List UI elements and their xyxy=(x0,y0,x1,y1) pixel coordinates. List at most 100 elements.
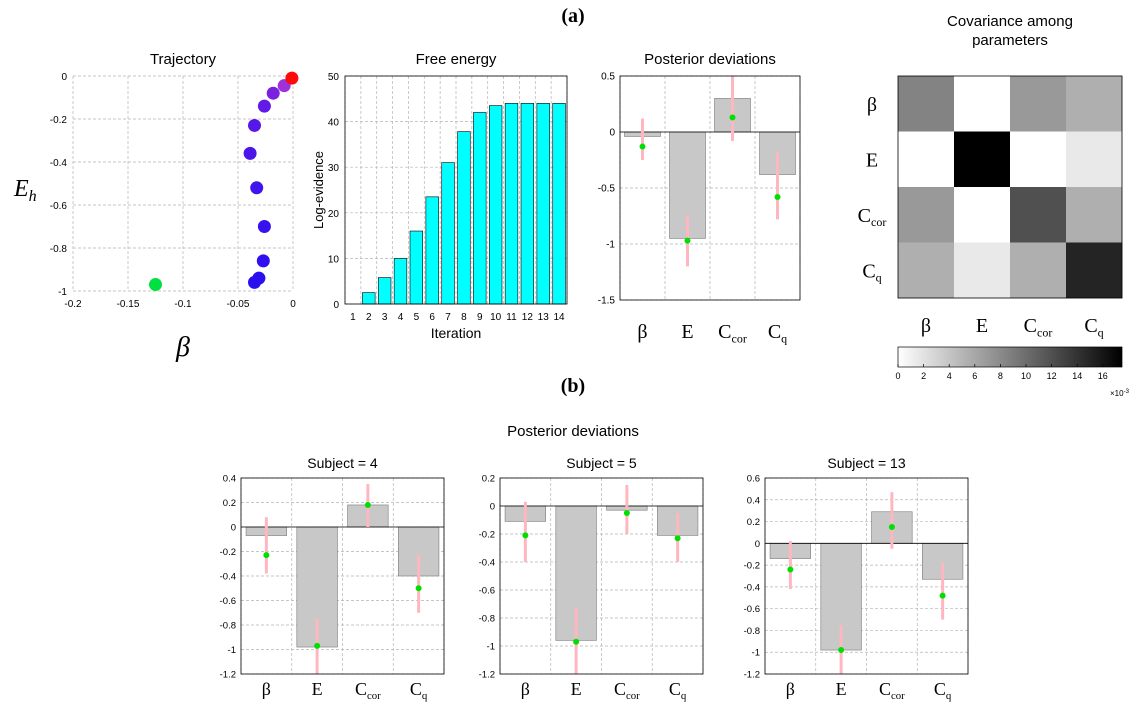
plot-frame xyxy=(499,477,704,675)
estimate-point xyxy=(573,638,580,645)
heatmap-cell xyxy=(1010,76,1067,132)
param-label: Ccor xyxy=(1024,315,1053,339)
chart-title: Subject = 4 xyxy=(307,455,378,471)
x-tick-label: -0.1 xyxy=(174,299,192,310)
energy-bar xyxy=(504,103,519,305)
y-tick-label: -1.2 xyxy=(744,670,760,681)
x-tick-label: 0 xyxy=(290,299,296,310)
y-tick-label: 0 xyxy=(231,523,236,534)
trajectory-point xyxy=(252,271,266,285)
colorbar-tick-label: 6 xyxy=(972,371,977,381)
y-tick-label: -0.5 xyxy=(598,184,616,195)
y-tick-label: -0.4 xyxy=(50,158,68,169)
y-tick-label: -0.8 xyxy=(50,244,68,255)
param-label: β xyxy=(867,94,877,116)
energy-bar xyxy=(488,105,503,305)
param-label: E xyxy=(681,321,693,343)
y-tick-label: 0.2 xyxy=(482,474,495,485)
estimate-point xyxy=(774,193,781,200)
y-tick-label: -0.2 xyxy=(744,561,760,572)
y-tick-label: 40 xyxy=(328,118,340,129)
trajectory-point xyxy=(256,254,270,268)
y-tick-label: 0.2 xyxy=(223,498,236,509)
plot-frame xyxy=(764,477,969,675)
estimate-point xyxy=(263,552,270,559)
x-tick-label: 4 xyxy=(398,312,404,323)
param-label: Cq xyxy=(410,679,428,702)
y-tick-label: 0.2 xyxy=(747,517,760,528)
plot-frame xyxy=(344,75,568,305)
heatmap-cell xyxy=(954,242,1011,299)
trajectory-point xyxy=(257,99,271,113)
colorbar xyxy=(897,346,1123,368)
estimate-point xyxy=(364,501,371,508)
estimate-point xyxy=(787,566,794,573)
x-axis-label: Iteration xyxy=(431,325,482,341)
y-tick-label: -1 xyxy=(228,645,236,656)
y-tick-label: 30 xyxy=(328,163,340,174)
x-tick-label: 14 xyxy=(554,312,566,323)
trajectory-point xyxy=(248,118,261,132)
colorbar-tick-label: 14 xyxy=(1072,371,1082,381)
chart-title: Subject = 13 xyxy=(827,455,905,471)
x-tick-label: 13 xyxy=(538,312,550,323)
y-tick-label: -0.4 xyxy=(744,582,760,593)
x-tick-label: 8 xyxy=(461,312,467,323)
energy-bar xyxy=(362,292,376,305)
y-tick-label: -1.2 xyxy=(220,670,236,681)
chart-title: Subject = 5 xyxy=(566,455,637,471)
energy-bar xyxy=(409,230,423,305)
colorbar-exponent: -3 xyxy=(1124,389,1130,395)
y-tick-label: 50 xyxy=(328,72,340,83)
y-tick-label: -0.8 xyxy=(220,621,236,632)
y-tick-label: -0.6 xyxy=(220,596,236,607)
chart-title: Posterior deviations xyxy=(644,51,776,68)
heatmap-frame xyxy=(897,75,1123,299)
y-tick-label: -0.4 xyxy=(220,572,236,583)
heatmap-cell xyxy=(898,76,955,132)
param-subscript: cor xyxy=(871,215,886,229)
energy-bar xyxy=(441,162,455,305)
trajectory-point xyxy=(266,86,280,100)
x-tick-label: -0.05 xyxy=(227,299,250,310)
y-tick-label: -1 xyxy=(58,287,67,298)
y-tick-label: -0.2 xyxy=(479,530,495,541)
chart-title: Free energy xyxy=(416,51,497,68)
colorbar-tick-label: 0 xyxy=(895,371,900,381)
y-tick-label: -0.4 xyxy=(479,558,495,569)
param-label: Cq xyxy=(768,321,787,345)
param-label: Ccor xyxy=(614,679,640,702)
colorbar-multiplier: ×10-3 xyxy=(1110,389,1130,398)
x-tick-label: 5 xyxy=(414,312,420,323)
estimate-point xyxy=(623,510,630,516)
x-tick-label: 2 xyxy=(366,312,372,323)
x-axis-label: β xyxy=(175,332,190,363)
param-subscript: q xyxy=(781,331,787,345)
trajectory-point xyxy=(149,278,162,292)
heatmap-cell xyxy=(898,187,955,243)
chart-title-line: Covariance among xyxy=(947,13,1073,30)
heatmap-cell xyxy=(1010,242,1067,299)
heatmap-cell xyxy=(954,187,1011,243)
param-subscript: q xyxy=(946,690,952,702)
heatmap-cell xyxy=(1010,187,1067,243)
x-tick-label: 1 xyxy=(350,312,356,323)
energy-bar xyxy=(425,196,439,305)
param-label: Cq xyxy=(934,679,952,702)
param-subscript: q xyxy=(876,271,882,285)
energy-bar xyxy=(473,112,487,305)
param-label: E xyxy=(976,315,988,337)
x-tick-label: -0.2 xyxy=(64,299,82,310)
y-tick-label: -1 xyxy=(487,642,495,653)
x-tick-label: 12 xyxy=(522,312,534,323)
panel-label-a: (a) xyxy=(561,5,584,27)
estimate-point xyxy=(838,647,845,654)
subject-4-chart: 0.4 0.2 0 -0.2 -0.4 -0.6 -0.8 -1 -1.2 β E Ccor Cq Sub… xyxy=(220,455,445,702)
estimate-point xyxy=(888,524,895,530)
y-tick-label: -1 xyxy=(606,240,615,251)
param-subscript: cor xyxy=(626,690,640,702)
param-label: Ccor xyxy=(879,679,905,702)
energy-bar xyxy=(393,258,408,305)
covariance-heatmap: β β E E Ccor Ccor Cq Cq Covariance among paramete… xyxy=(858,13,1130,398)
